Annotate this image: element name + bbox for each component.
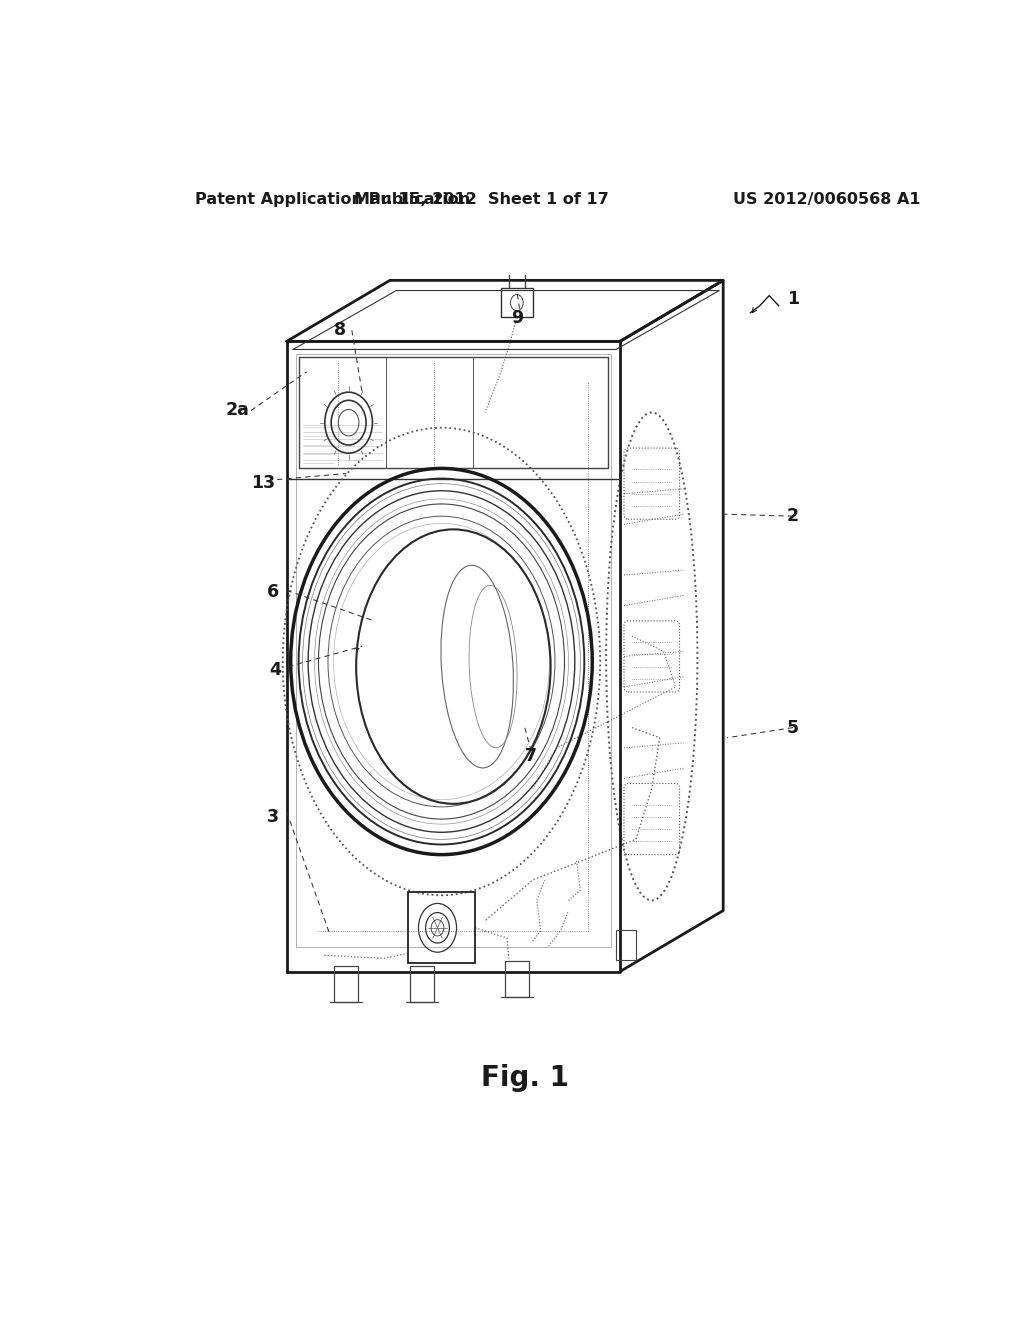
Bar [505,961,528,997]
Text: Patent Application Publication: Patent Application Publication [196,191,471,206]
Bar [501,289,532,317]
Bar [334,966,358,1002]
Text: 5: 5 [787,718,799,737]
Text: 4: 4 [269,660,281,678]
Text: 1: 1 [787,289,799,308]
Text: US 2012/0060568 A1: US 2012/0060568 A1 [732,191,921,206]
Text: Fig. 1: Fig. 1 [481,1064,568,1092]
Text: 7: 7 [525,747,538,766]
Bar [410,966,433,1002]
Text: 13: 13 [251,474,275,491]
Text: 2a: 2a [225,401,250,420]
Text: Mar. 15, 2012  Sheet 1 of 17: Mar. 15, 2012 Sheet 1 of 17 [353,191,608,206]
Text: 9: 9 [511,309,523,327]
Text: 6: 6 [267,583,280,602]
Text: 2: 2 [787,507,799,525]
Bar [408,892,475,964]
Bar [616,929,636,961]
Text: 3: 3 [267,808,280,826]
Text: 8: 8 [334,321,346,339]
